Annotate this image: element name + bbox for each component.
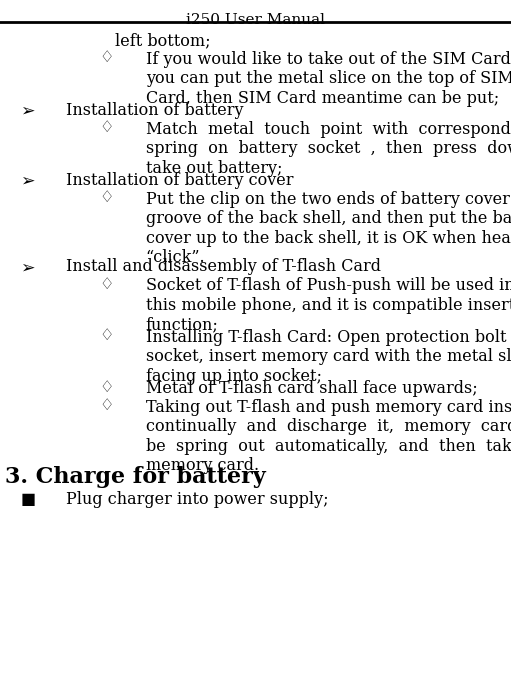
Text: ➢: ➢	[20, 258, 35, 276]
Text: Installing T-flash Card: Open protection bolt of
socket, insert memory card with: Installing T-flash Card: Open protection…	[146, 328, 511, 385]
Text: Put the clip on the two ends of battery cover to
groove of the back shell, and t: Put the clip on the two ends of battery …	[146, 190, 511, 266]
Text: ■: ■	[20, 491, 36, 507]
Text: left bottom;: left bottom;	[115, 32, 211, 49]
Text: Installation of battery cover: Installation of battery cover	[66, 172, 294, 189]
Text: Plug charger into power supply;: Plug charger into power supply;	[66, 491, 329, 508]
Text: i250 User Manual: i250 User Manual	[186, 13, 325, 27]
Text: Match  metal  touch  point  with  corresponding
spring  on  battery  socket  ,  : Match metal touch point with correspondi…	[146, 120, 511, 176]
Text: Metal of T-flash card shall face upwards;: Metal of T-flash card shall face upwards…	[146, 380, 477, 397]
Text: 3. Charge for battery: 3. Charge for battery	[5, 466, 266, 489]
Text: Taking out T-flash and push memory card inside
continually  and  discharge  it, : Taking out T-flash and push memory card …	[146, 398, 511, 475]
Text: ♢: ♢	[100, 190, 114, 206]
Text: If you would like to take out of the SIM Card,
you can put the metal slice on th: If you would like to take out of the SIM…	[146, 50, 511, 106]
Text: Socket of T-flash of Push-push will be used in
this mobile phone, and it is comp: Socket of T-flash of Push-push will be u…	[146, 277, 511, 333]
Text: ♢: ♢	[100, 277, 114, 292]
Text: ♢: ♢	[100, 398, 114, 414]
Text: ♢: ♢	[100, 328, 114, 344]
Text: ♢: ♢	[100, 120, 114, 136]
Text: ➢: ➢	[20, 102, 35, 120]
Text: Install and disassembly of T-flash Card: Install and disassembly of T-flash Card	[66, 258, 381, 276]
Text: ➢: ➢	[20, 172, 35, 190]
Text: ♢: ♢	[100, 50, 114, 66]
Text: Installation of battery: Installation of battery	[66, 102, 244, 119]
Text: ♢: ♢	[100, 380, 114, 395]
